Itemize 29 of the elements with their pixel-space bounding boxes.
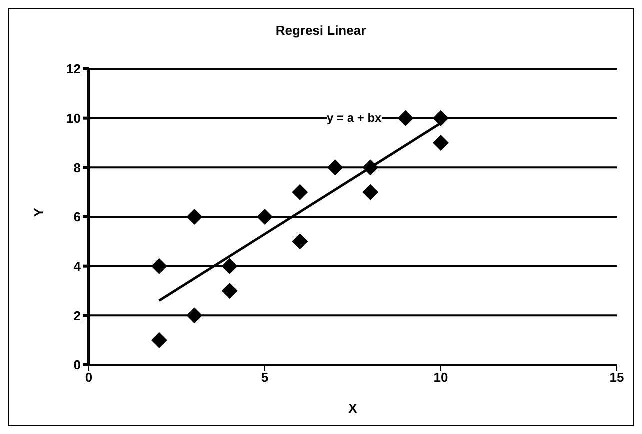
point [222, 283, 238, 299]
y-tick-label: 6 [74, 210, 81, 225]
y-tick-label: 2 [74, 308, 81, 324]
y-tick-label: 8 [74, 160, 81, 176]
point [327, 160, 344, 176]
annotation: y = a + bx [327, 111, 382, 125]
x-tick-label: 0 [85, 370, 93, 386]
chart-title: Regresi Linear [274, 23, 368, 38]
point [186, 209, 203, 225]
point [257, 209, 273, 225]
point [151, 332, 168, 348]
point [433, 135, 449, 151]
point [362, 184, 379, 200]
y-tick-label: 4 [74, 258, 82, 274]
point [222, 258, 238, 274]
x-tick-label: 5 [261, 370, 269, 386]
point [433, 110, 449, 126]
x-tick-label: 15 [610, 370, 624, 386]
x-axis-title: X [348, 401, 358, 416]
y-tick-label: 12 [66, 62, 81, 77]
y-tick-label: 10 [66, 110, 81, 126]
point [398, 110, 414, 126]
y-tick-label: 0 [74, 358, 81, 373]
point [292, 234, 308, 250]
point [151, 258, 168, 274]
x-tick-label: 10 [434, 370, 448, 386]
y-axis-title: Y [32, 208, 47, 217]
point [292, 184, 308, 200]
point [186, 308, 203, 324]
